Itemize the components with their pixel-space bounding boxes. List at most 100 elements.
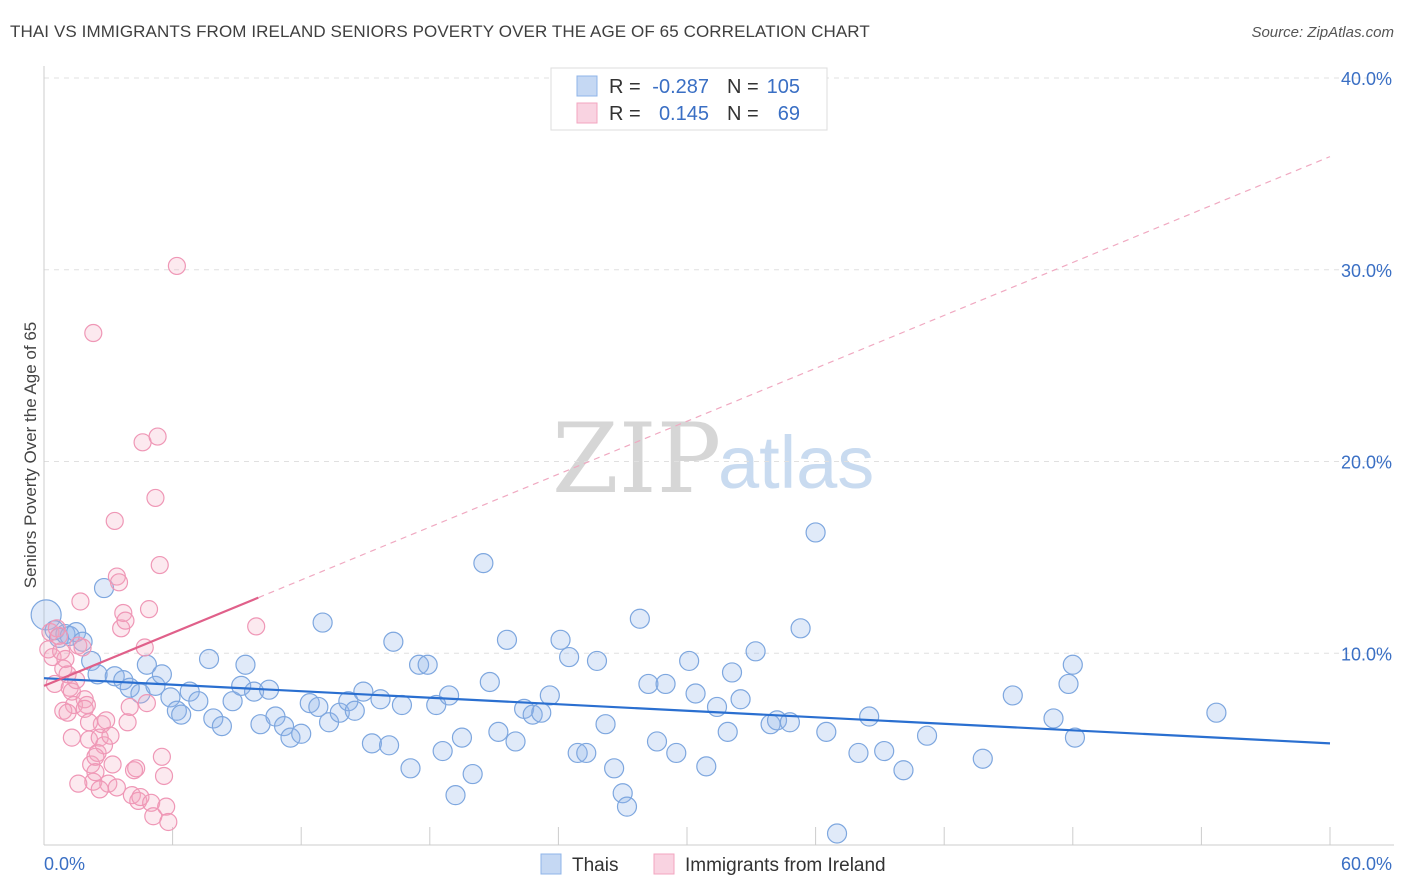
data-point-thais bbox=[586, 650, 608, 672]
x-tick-label: 60.0% bbox=[1341, 854, 1392, 874]
data-point-thais bbox=[576, 742, 597, 764]
data-point-thais bbox=[151, 664, 172, 685]
data-point-ireland bbox=[103, 755, 122, 774]
data-point-ireland bbox=[142, 793, 161, 812]
data-point-ireland bbox=[49, 626, 69, 646]
legend-swatch-pink bbox=[576, 102, 598, 124]
data-point-ireland bbox=[69, 774, 88, 793]
data-point-ireland bbox=[120, 697, 139, 717]
data-point-ireland bbox=[137, 694, 156, 713]
data-point-thais bbox=[805, 522, 826, 543]
legend-n-label-1: N = bbox=[727, 76, 759, 98]
y-tick-label: 10.0% bbox=[1341, 644, 1392, 664]
data-point-thais bbox=[638, 673, 659, 695]
data-point-thais bbox=[717, 721, 738, 742]
data-point-thais bbox=[243, 681, 265, 702]
data-point-thais bbox=[188, 691, 209, 712]
data-point-ireland bbox=[139, 600, 159, 619]
data-point-thais bbox=[685, 683, 706, 704]
data-point-ireland bbox=[71, 592, 90, 611]
data-point-ireland bbox=[152, 747, 171, 766]
data-point-thais bbox=[488, 721, 509, 742]
data-point-thais bbox=[273, 716, 295, 737]
data-point-thais bbox=[1064, 727, 1086, 748]
data-point-ireland bbox=[118, 713, 137, 732]
data-point-thais bbox=[612, 783, 633, 804]
data-point-ireland bbox=[157, 797, 176, 816]
data-point-thais bbox=[417, 654, 438, 675]
legend-r-value-2: 0.145 bbox=[659, 103, 709, 125]
data-point-thais bbox=[1058, 673, 1079, 695]
x-tick-label: 0.0% bbox=[44, 854, 85, 874]
data-point-thais bbox=[666, 742, 687, 764]
data-point-ireland bbox=[58, 703, 77, 722]
data-point-thais bbox=[160, 687, 181, 708]
tick-labels: 10.0% 20.0% 30.0% 40.0% 0.0% 60.0% bbox=[44, 69, 1392, 874]
data-point-ireland bbox=[150, 555, 169, 575]
data-point-thais bbox=[308, 696, 329, 718]
data-point-ireland bbox=[146, 488, 165, 508]
data-point-thais bbox=[629, 608, 650, 629]
data-point-thais bbox=[383, 631, 404, 652]
data-point-thais bbox=[595, 714, 616, 735]
data-point-thais bbox=[391, 694, 413, 716]
data-point-thais bbox=[479, 671, 500, 693]
data-point-ireland bbox=[127, 759, 146, 778]
gridlines bbox=[44, 77, 1394, 654]
data-point-ireland bbox=[90, 780, 109, 799]
data-point-thais bbox=[874, 740, 895, 762]
data-point-thais bbox=[1002, 685, 1023, 706]
source-label: Source: ZipAtlas.com bbox=[1251, 24, 1394, 41]
data-point-ireland bbox=[56, 649, 75, 669]
data-point-thais bbox=[30, 599, 62, 631]
data-point-thais bbox=[445, 785, 466, 806]
data-point-ireland bbox=[73, 638, 92, 657]
data-point-thais bbox=[344, 700, 365, 721]
data-point-thais bbox=[312, 612, 333, 633]
data-point-thais bbox=[496, 629, 518, 650]
data-point-thais bbox=[972, 748, 993, 769]
legend-r-value-1: -0.287 bbox=[652, 76, 709, 98]
data-point-thais bbox=[438, 685, 460, 706]
watermark-zip: ZIP bbox=[552, 403, 721, 515]
data-point-ireland bbox=[148, 427, 167, 446]
data-point-thais bbox=[859, 706, 880, 727]
data-point-thais bbox=[790, 618, 811, 639]
data-point-thais bbox=[361, 733, 383, 754]
data-point-thais bbox=[451, 727, 473, 748]
bottom-legend-swatch-thais bbox=[540, 853, 562, 875]
data-point-thais bbox=[679, 650, 700, 672]
data-point-ireland bbox=[84, 323, 103, 343]
legend-r-label-2: R = bbox=[609, 103, 641, 125]
data-point-thais bbox=[378, 735, 400, 756]
data-point-thais bbox=[531, 702, 552, 723]
y-tick-label: 20.0% bbox=[1341, 453, 1392, 473]
y-axis-label: Seniors Poverty Over the Age of 65 bbox=[21, 322, 40, 588]
data-point-thais bbox=[539, 685, 560, 706]
data-point-thais bbox=[280, 727, 301, 748]
data-point-thais bbox=[473, 553, 494, 574]
data-point-thais bbox=[616, 796, 638, 817]
y-tick-label: 30.0% bbox=[1341, 261, 1392, 281]
data-point-ireland bbox=[101, 726, 120, 745]
bottom-legend-label-ireland: Immigrants from Ireland bbox=[685, 855, 886, 876]
data-point-thais bbox=[171, 704, 192, 725]
chart-title: THAI VS IMMIGRANTS FROM IRELAND SENIORS … bbox=[10, 22, 870, 41]
trend-line-ireland-dashed bbox=[258, 156, 1331, 599]
y-tick-label: 40.0% bbox=[1341, 69, 1392, 89]
data-point-ireland bbox=[131, 787, 150, 807]
data-point-thais bbox=[696, 756, 717, 777]
data-point-thais bbox=[235, 654, 256, 675]
legend-swatch-blue bbox=[576, 75, 598, 97]
trend-line-thais bbox=[43, 677, 1331, 745]
data-point-thais bbox=[1206, 702, 1227, 723]
data-point-thais bbox=[231, 675, 252, 696]
series-ireland bbox=[39, 256, 266, 832]
data-point-thais bbox=[329, 702, 350, 723]
data-point-thais bbox=[745, 641, 766, 662]
bottom-legend-label-thais: Thais bbox=[572, 855, 618, 876]
series-thais bbox=[30, 522, 1227, 844]
data-point-thais bbox=[567, 742, 588, 764]
correlation-legend: R = -0.287 N = 105 R = 0.145 N = 69 bbox=[550, 67, 828, 131]
data-point-thais bbox=[730, 689, 751, 710]
